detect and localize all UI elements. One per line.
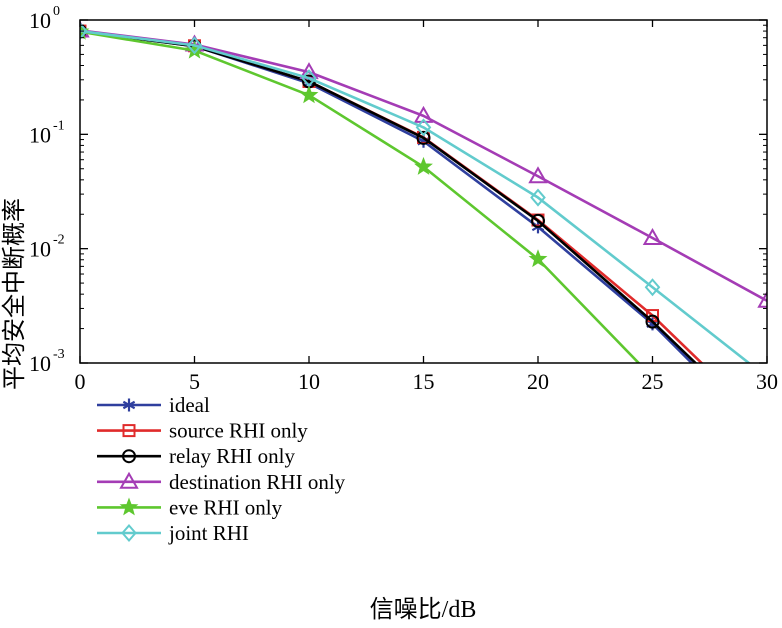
legend-item-1: source RHI only bbox=[97, 419, 308, 443]
series-5-point-2 bbox=[301, 69, 317, 88]
x-tick-label-5: 25 bbox=[642, 369, 664, 394]
legend-label-2: relay RHI only bbox=[169, 444, 295, 468]
legend-item-4: eve RHI only bbox=[97, 495, 283, 519]
legend-marker-2 bbox=[122, 449, 136, 464]
series-3-point-6 bbox=[757, 290, 767, 308]
legend-label-1: source RHI only bbox=[169, 419, 308, 443]
legend-item-2: relay RHI only bbox=[97, 444, 295, 468]
series-4-point-3 bbox=[414, 156, 433, 175]
series-3-point-3 bbox=[413, 105, 434, 123]
series-line-5 bbox=[80, 29, 751, 363]
legend-marker-0 bbox=[122, 398, 136, 412]
series-5-point-5 bbox=[644, 278, 661, 297]
series-4-point-4 bbox=[528, 249, 548, 268]
legend-item-5: joint RHI bbox=[97, 521, 249, 545]
x-tick-label-3: 15 bbox=[413, 369, 435, 394]
legend-marker-4 bbox=[119, 497, 139, 516]
series-5-point-1 bbox=[186, 36, 203, 55]
y-tick-label-3: 10 bbox=[29, 351, 51, 376]
x-tick-label-0: 0 bbox=[75, 369, 86, 394]
x-tick-label-2: 10 bbox=[298, 369, 320, 394]
x-axis-label: 信噪比/dB bbox=[370, 596, 477, 623]
legend-label-0: ideal bbox=[169, 393, 210, 417]
x-tick-label-6: 30 bbox=[756, 369, 778, 394]
y-tick-exponent-2: -2 bbox=[53, 233, 65, 248]
legend-item-0: ideal bbox=[97, 393, 210, 417]
x-tick-label-1: 5 bbox=[189, 369, 200, 394]
y-tick-label-1: 10 bbox=[29, 122, 51, 147]
legend-label-4: eve RHI only bbox=[169, 495, 283, 519]
series-4-point-2 bbox=[299, 85, 319, 104]
series-2-point-3 bbox=[416, 130, 431, 145]
y-tick-exponent-1: -1 bbox=[53, 118, 65, 133]
legend-item-3: destination RHI only bbox=[97, 470, 346, 494]
series-3-point-5 bbox=[642, 227, 663, 245]
legend-marker-1 bbox=[122, 424, 136, 438]
y-tick-label-0: 10 bbox=[29, 8, 51, 33]
y-tick-exponent-0: 0 bbox=[53, 4, 60, 19]
series-5 bbox=[80, 22, 751, 363]
series-5-point-0 bbox=[80, 22, 88, 41]
legend-marker-5 bbox=[121, 523, 137, 543]
y-tick-exponent-3: -3 bbox=[53, 347, 65, 362]
y-axis-label: 平均安全中断概率 bbox=[1, 198, 28, 390]
series-3-point-4 bbox=[528, 166, 548, 184]
y-tick-label-2: 10 bbox=[29, 237, 51, 262]
series-5-point-4 bbox=[530, 188, 546, 207]
series-layer bbox=[80, 20, 767, 363]
x-tick-label-4: 20 bbox=[527, 369, 549, 394]
series-5-point-3 bbox=[415, 118, 432, 137]
plot-area bbox=[80, 20, 767, 363]
series-2-point-4 bbox=[531, 213, 545, 228]
legend-label-5: joint RHI bbox=[168, 521, 249, 545]
series-2-point-5 bbox=[645, 314, 660, 329]
legend-marker-3 bbox=[119, 471, 139, 489]
legend-label-3: destination RHI only bbox=[169, 470, 346, 494]
